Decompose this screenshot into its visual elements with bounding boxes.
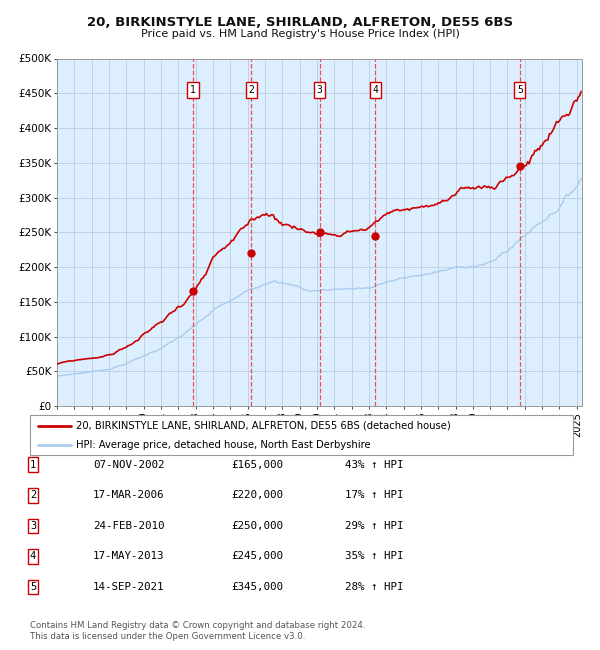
Text: Contains HM Land Registry data © Crown copyright and database right 2024.: Contains HM Land Registry data © Crown c… — [30, 621, 365, 630]
Text: 20, BIRKINSTYLE LANE, SHIRLAND, ALFRETON, DE55 6BS: 20, BIRKINSTYLE LANE, SHIRLAND, ALFRETON… — [87, 16, 513, 29]
Text: 3: 3 — [30, 521, 36, 531]
Text: £220,000: £220,000 — [231, 490, 283, 501]
Text: 2: 2 — [30, 490, 36, 501]
Text: 35% ↑ HPI: 35% ↑ HPI — [345, 551, 404, 562]
Text: 20, BIRKINSTYLE LANE, SHIRLAND, ALFRETON, DE55 6BS (detached house): 20, BIRKINSTYLE LANE, SHIRLAND, ALFRETON… — [76, 421, 451, 431]
Text: 1: 1 — [190, 84, 196, 95]
Text: 4: 4 — [373, 84, 379, 95]
Text: £245,000: £245,000 — [231, 551, 283, 562]
Text: 17% ↑ HPI: 17% ↑ HPI — [345, 490, 404, 501]
Text: 2: 2 — [248, 84, 254, 95]
Text: 29% ↑ HPI: 29% ↑ HPI — [345, 521, 404, 531]
Text: 17-MAR-2006: 17-MAR-2006 — [93, 490, 164, 501]
Text: 5: 5 — [517, 84, 523, 95]
Text: 4: 4 — [30, 551, 36, 562]
Text: 24-FEB-2010: 24-FEB-2010 — [93, 521, 164, 531]
Text: 5: 5 — [30, 582, 36, 592]
Text: 17-MAY-2013: 17-MAY-2013 — [93, 551, 164, 562]
Text: 1: 1 — [30, 460, 36, 470]
Text: 28% ↑ HPI: 28% ↑ HPI — [345, 582, 404, 592]
Text: £250,000: £250,000 — [231, 521, 283, 531]
Text: This data is licensed under the Open Government Licence v3.0.: This data is licensed under the Open Gov… — [30, 632, 305, 641]
Text: Price paid vs. HM Land Registry's House Price Index (HPI): Price paid vs. HM Land Registry's House … — [140, 29, 460, 38]
Text: 07-NOV-2002: 07-NOV-2002 — [93, 460, 164, 470]
Text: £165,000: £165,000 — [231, 460, 283, 470]
Text: 43% ↑ HPI: 43% ↑ HPI — [345, 460, 404, 470]
Text: 14-SEP-2021: 14-SEP-2021 — [93, 582, 164, 592]
FancyBboxPatch shape — [30, 415, 573, 455]
Text: 3: 3 — [317, 84, 322, 95]
Text: HPI: Average price, detached house, North East Derbyshire: HPI: Average price, detached house, Nort… — [76, 440, 371, 450]
Text: £345,000: £345,000 — [231, 582, 283, 592]
